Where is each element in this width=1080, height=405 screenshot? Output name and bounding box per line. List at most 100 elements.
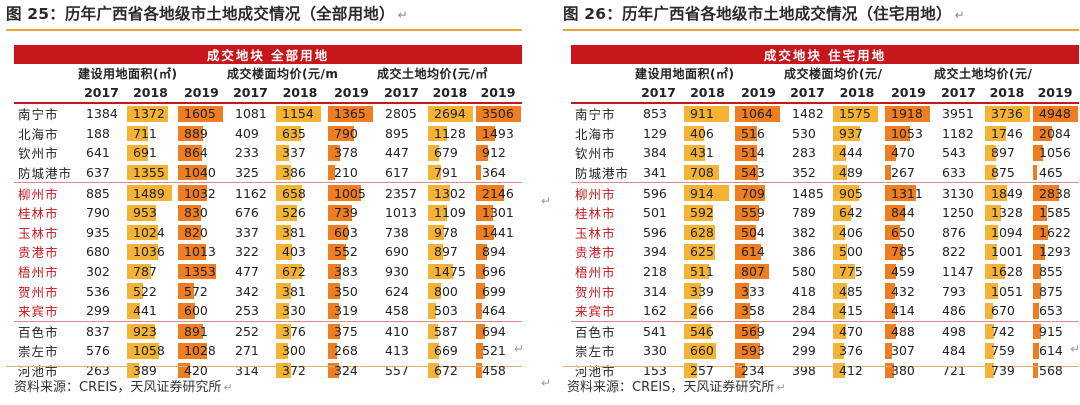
cell-value: 418	[792, 283, 816, 299]
data-bar	[885, 263, 896, 280]
cell-number: 358	[741, 303, 765, 319]
table-row: 梧州市 302 787 1353 477 672 383 930 1475 696	[14, 262, 522, 282]
cell-number: 691	[133, 145, 157, 161]
data-bar	[735, 204, 759, 221]
cell-value-with-bar: 628	[682, 223, 733, 243]
cell-value-with-bar: 614	[733, 242, 784, 262]
cell-number: 414	[891, 303, 915, 319]
data-bar	[885, 106, 930, 122]
cell-number: 1489	[133, 185, 165, 201]
table-row: 玉林市 596 628 504 382 406 650 876 1094 1622	[571, 223, 1079, 243]
cell-number: 406	[839, 224, 863, 240]
data-bar	[1033, 263, 1041, 280]
cell-number: 653	[1039, 303, 1063, 319]
cell-number: 978	[434, 224, 458, 240]
cell-number: 267	[891, 165, 915, 181]
cell-number: 593	[741, 343, 765, 359]
cell-value-with-bar: 500	[831, 242, 883, 262]
paragraph-mark-icon: ↵	[541, 194, 552, 208]
cell-value-with-bar: 1058	[125, 341, 176, 361]
city-name: 防城港市	[18, 166, 73, 182]
cell-value-with-bar: 307	[883, 341, 934, 361]
city-name: 钦州市	[575, 146, 616, 162]
cell-number: 875	[1039, 283, 1063, 299]
cell-value-with-bar: 1094	[983, 223, 1031, 243]
city-name: 钦州市	[18, 146, 59, 162]
cell-number: 1013	[184, 244, 216, 260]
land-table-all: 成交地块 全部用地 建设用地面积(㎡) 成交楼面均价(元/m 成交土地均价(元/㎡ 20…	[14, 45, 523, 380]
cell-value-with-bar: 625	[682, 242, 733, 262]
cell-number: 1302	[434, 185, 466, 201]
cell-number: 708	[690, 165, 714, 181]
cell-value: 1482	[792, 106, 824, 122]
data-bar	[885, 224, 900, 241]
cell-value: 1147	[942, 264, 974, 280]
data-bar	[127, 343, 159, 359]
cell-number: 587	[434, 323, 458, 339]
year-header: 2019	[326, 83, 377, 104]
cell-value: 1485	[784, 182, 831, 203]
cell-value: 386	[792, 244, 816, 260]
table-row: 桂林市 501 592 559 789 642 844 1250 1328 1585	[571, 203, 1079, 223]
cell-value-with-bar: 2146	[474, 182, 523, 203]
data-bar	[328, 244, 346, 260]
data-bar	[328, 145, 340, 161]
table-row: 崇左市 330 660 593 299 376 307 484 759 614	[571, 341, 1079, 361]
cell-number: 670	[991, 303, 1015, 319]
cell-value: 341	[643, 165, 667, 181]
cell-value-with-bar: 978	[426, 223, 474, 243]
cell-value-with-bar: 1154	[274, 103, 326, 124]
cell-value-with-bar: 1628	[983, 262, 1031, 282]
group-header-row: 建设用地面积(㎡) 成交楼面均价(元/成交土地均价(元/	[571, 64, 1079, 83]
cell-number: 1001	[991, 244, 1023, 260]
city-name: 梧州市	[575, 265, 616, 281]
cell-number: 642	[839, 205, 863, 221]
group-header: 成交土地均价(元/	[934, 67, 1033, 81]
data-bar	[127, 224, 158, 241]
cell-number: 504	[741, 224, 765, 240]
data-bar	[328, 224, 348, 241]
cell-number: 319	[334, 303, 358, 319]
data-bar	[1033, 283, 1041, 299]
data-bar	[428, 323, 438, 340]
cell-value-with-bar: 953	[125, 203, 176, 223]
data-bar	[985, 164, 996, 181]
city-name: 贺州市	[18, 284, 59, 300]
city-name: 玉林市	[575, 225, 616, 241]
cell-number: 376	[282, 323, 306, 339]
cell-value-with-bar: 679	[426, 143, 474, 163]
year-header: 2019	[176, 83, 227, 104]
cell-number: 1051	[991, 283, 1023, 299]
cell-number: 339	[690, 283, 714, 299]
city-name: 河池市	[18, 364, 59, 380]
cell-value-with-bar: 300	[274, 341, 326, 361]
cell-value-with-bar: 791	[426, 163, 474, 183]
cell-number: 650	[891, 224, 915, 240]
data-bar	[328, 343, 337, 359]
data-bar	[684, 145, 705, 161]
data-bar	[833, 263, 855, 280]
cell-value-with-bar: 511	[682, 262, 733, 282]
year-header: 2017	[934, 83, 983, 104]
data-bar	[885, 185, 916, 201]
data-bar	[1033, 106, 1078, 122]
data-bar	[833, 343, 844, 359]
cell-number: 568	[1039, 363, 1063, 379]
cell-value-with-bar: 787	[125, 262, 176, 282]
cell-value-with-bar: 403	[274, 242, 326, 262]
city-name: 桂林市	[18, 206, 59, 222]
data-bar	[428, 185, 450, 201]
cell-value-with-bar: 406	[682, 124, 733, 144]
cell-number: 614	[741, 244, 765, 260]
cell-number: 485	[839, 283, 863, 299]
city-name: 百色市	[571, 320, 635, 342]
cell-value-with-bar: 820	[176, 223, 227, 243]
cell-value: 314	[235, 363, 259, 379]
data-bar	[885, 343, 892, 359]
cell-value: 690	[385, 244, 409, 260]
data-bar	[178, 323, 203, 340]
cell-value-with-bar: 897	[426, 242, 474, 262]
header-blank	[571, 64, 635, 83]
cell-number: 660	[690, 343, 714, 359]
data-bar	[735, 263, 769, 280]
